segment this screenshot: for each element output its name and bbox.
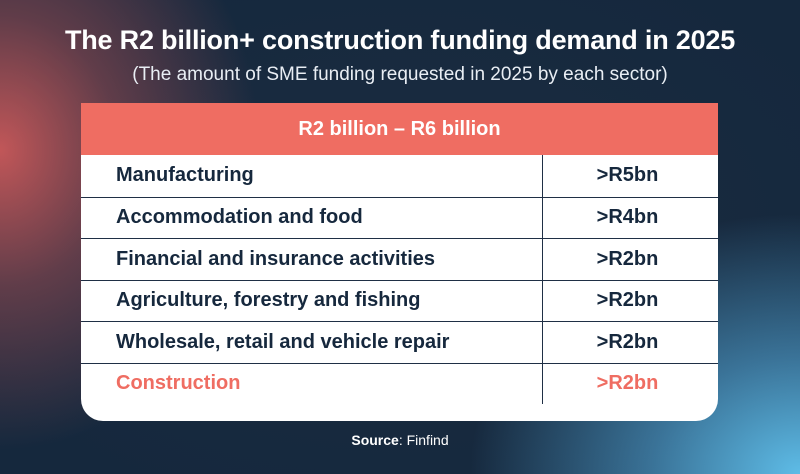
table-row: Construction >R2bn xyxy=(81,362,718,404)
chart-subtitle: (The amount of SME funding requested in … xyxy=(132,64,668,85)
funding-value: >R2bn xyxy=(596,372,659,395)
table-header: R2 billion – R6 billion xyxy=(81,103,718,155)
source-text: : Finfind xyxy=(398,432,449,448)
funding-value: >R2bn xyxy=(596,330,659,353)
table-row: Wholesale, retail and vehicle repair >R2b… xyxy=(81,321,718,363)
source-note: Source: Finfind xyxy=(0,432,800,448)
table-row: Manufacturing >R5bn xyxy=(81,155,718,197)
funding-value: >R2bn xyxy=(596,247,659,270)
table-body: Manufacturing >R5bn Accommodation and food… xyxy=(81,155,718,404)
funding-value: >R2bn xyxy=(596,289,659,312)
funding-value: >R4bn xyxy=(596,206,659,229)
source-label: Source xyxy=(351,432,399,448)
sector-name: Wholesale, retail and vehicle repair xyxy=(81,322,543,363)
funding-value: >R5bn xyxy=(596,164,659,187)
funding-table: R2 billion – R6 billion Manufacturing >R5… xyxy=(81,103,718,421)
sector-name: Financial and insurance activities xyxy=(81,239,543,280)
table-row: Financial and insurance activities >R2bn xyxy=(81,238,718,280)
sector-name: Construction xyxy=(81,363,543,404)
table-row: Accommodation and food >R4bn xyxy=(81,196,718,238)
table-row: Agriculture, forestry and fishing >R2bn xyxy=(81,279,718,321)
chart-title: The R2 billion+ construction funding dem… xyxy=(64,25,736,55)
sector-name: Agriculture, forestry and fishing xyxy=(81,280,543,321)
sector-name: Accommodation and food xyxy=(81,197,543,238)
sector-name: Manufacturing xyxy=(81,155,543,197)
